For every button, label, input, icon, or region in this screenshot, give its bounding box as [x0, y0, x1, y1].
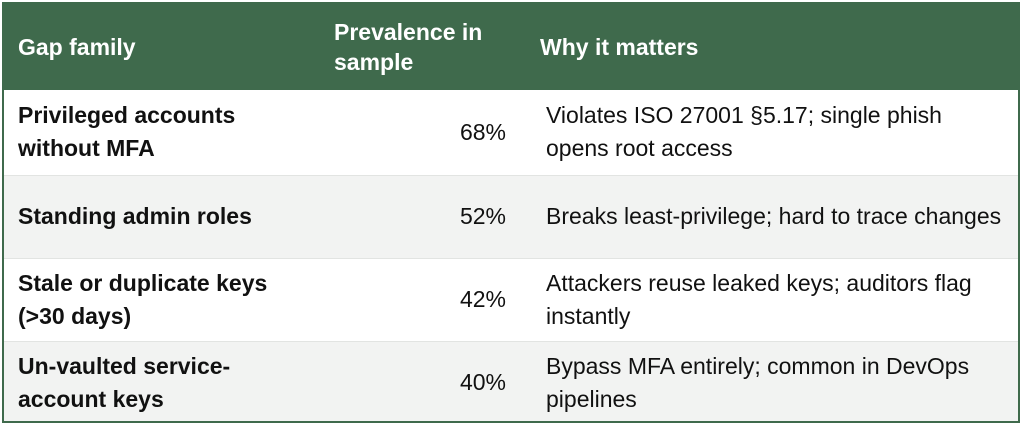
- gap-family-cell: Un-vaulted service-account keys: [4, 340, 322, 421]
- why-it-matters-cell: Bypass MFA entirely; common in DevOps pi…: [526, 340, 1018, 421]
- table-row: Un-vaulted service-account keys 40% Bypa…: [4, 340, 1018, 421]
- header-row: Gap family Prevalence in sample Why it m…: [4, 4, 1018, 90]
- why-it-matters-cell: Violates ISO 27001 §5.17; single phish o…: [546, 102, 942, 162]
- table-row: Stale or duplicate keys (>30 days) 42% A…: [4, 257, 1018, 341]
- table-header: Gap family Prevalence in sample Why it m…: [4, 4, 1018, 90]
- prevalence-cell: 68%: [459, 118, 506, 145]
- prevalence-cell: 40%: [322, 340, 526, 421]
- gap-family-cell: Stale or duplicate keys (>30 days): [4, 257, 322, 341]
- gap-family-cell: Standing admin roles: [4, 174, 322, 258]
- header-why-it-matters: Why it matters: [540, 34, 699, 60]
- header-prevalence: Prevalence in sample: [334, 19, 483, 75]
- prevalence-cell: 42%: [322, 257, 526, 341]
- gap-family-cell: Privileged accounts without MFA: [18, 102, 236, 162]
- table-row: Privileged accounts without MFA 68% Viol…: [4, 90, 1018, 175]
- why-it-matters-cell: Breaks least-privilege; hard to trace ch…: [526, 174, 1018, 258]
- gap-table: Gap family Prevalence in sample Why it m…: [4, 4, 1018, 421]
- table-row: Standing admin roles 52% Breaks least-pr…: [4, 174, 1018, 258]
- why-it-matters-cell: Attackers reuse leaked keys; auditors fl…: [526, 257, 1018, 341]
- header-gap-family: Gap family: [18, 34, 136, 60]
- prevalence-cell: 52%: [322, 174, 526, 258]
- table-body: Privileged accounts without MFA 68% Viol…: [4, 90, 1018, 421]
